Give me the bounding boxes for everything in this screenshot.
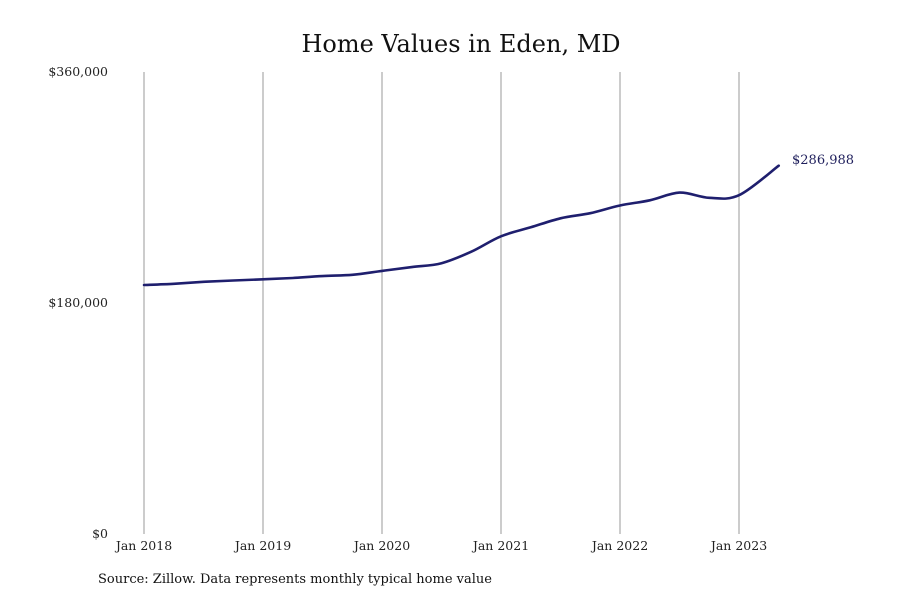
chart-title: Home Values in Eden, MD [301,30,620,58]
grid-lines [143,72,740,534]
source-note: Source: Zillow. Data represents monthly … [98,572,492,587]
x-axis-labels: Jan 2018 Jan 2019 Jan 2020 Jan 2021 Jan 2022… [114,538,767,553]
y-tick-label: $180,000 [48,295,108,310]
y-axis-labels: $0 $180,000 $360,000 [48,64,108,541]
x-tick-label: Jan 2021 [471,538,529,553]
x-tick-label: Jan 2022 [590,538,648,553]
y-tick-label: $360,000 [48,64,108,79]
x-tick-label: Jan 2020 [352,538,410,553]
x-tick-label: Jan 2023 [709,538,767,553]
y-tick-label: $0 [92,526,108,541]
x-tick-label: Jan 2018 [114,538,172,553]
end-value-label: $286,988 [792,153,854,168]
home-value-line [142,164,780,287]
x-tick-label: Jan 2019 [233,538,291,553]
